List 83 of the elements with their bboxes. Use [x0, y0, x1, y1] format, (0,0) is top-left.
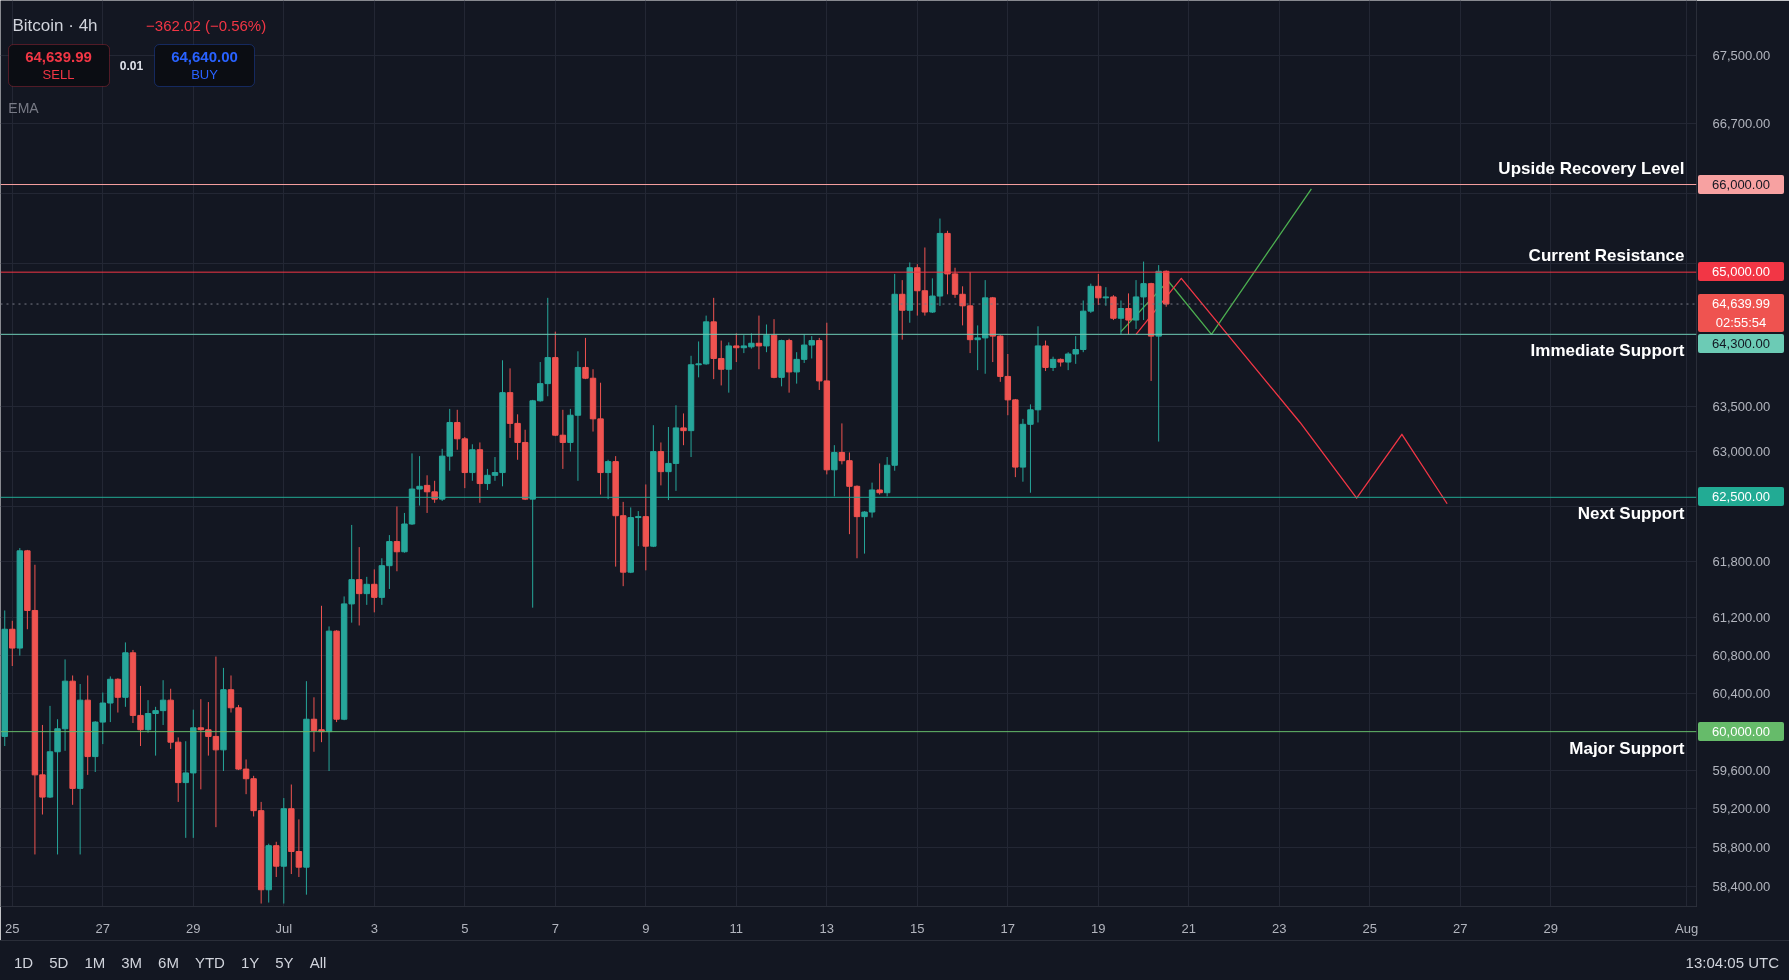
x-tick-label: 7 [551, 920, 559, 936]
candlestick [1042, 340, 1049, 372]
ref-line-label: Immediate Support [1530, 341, 1685, 361]
annotation: 02:55:54 [1714, 314, 1768, 332]
candlestick [763, 324, 770, 353]
text: 5D [49, 953, 69, 973]
candlestick [371, 568, 378, 613]
x-tick-label: 3 [370, 920, 378, 936]
text: 1Y [240, 953, 260, 973]
x-tick-label: Aug [1675, 920, 1699, 936]
candlestick [899, 279, 906, 341]
ref-line-label: Next Support [1577, 504, 1685, 524]
annotation: 64,639.99 [25, 47, 92, 65]
y-tick-label: 60,400.00 [1712, 686, 1771, 702]
y-tick-label: 67,500.00 [1712, 48, 1771, 64]
x-tick-label: 29 [1543, 920, 1559, 936]
x-tick-label: 11 [729, 920, 744, 936]
annotation: 0.01 [119, 59, 144, 73]
x-tick-label: 27 [1453, 920, 1468, 936]
x-tick-label: 25 [5, 920, 20, 936]
candlestick [755, 315, 763, 370]
x-tick-label: 21 [1181, 920, 1197, 936]
text: 5Y [275, 953, 294, 973]
text: 1D [14, 953, 34, 973]
candlestick [393, 506, 401, 572]
y-tick-label: 63,000.00 [1712, 444, 1771, 460]
text: −362.02 (−0.56%) [146, 17, 267, 34]
x-tick-label: 9 [642, 920, 650, 936]
text: All [309, 953, 327, 973]
x-tick-label: 23 [1272, 920, 1287, 936]
text: 6M [158, 953, 179, 973]
candlestick [273, 841, 280, 878]
candlestick [1110, 294, 1117, 321]
annotation: 60,000.00 [1698, 721, 1784, 741]
annotation: EMA [8, 99, 40, 116]
x-tick-label: 17 [1000, 920, 1016, 936]
candlestick [114, 677, 122, 714]
candlestick [1102, 286, 1110, 307]
candlestick [876, 462, 883, 496]
annotation: 64,300.00 [1698, 334, 1784, 353]
annotation: 66,000.00 [1698, 174, 1784, 194]
x-tick-label: 19 [1091, 920, 1106, 936]
text: 1M [84, 953, 106, 973]
x-tick-label: 15 [910, 920, 925, 936]
candlestick [657, 441, 665, 486]
candlestick [1095, 273, 1102, 306]
y-tick-label: 59,200.00 [1712, 801, 1771, 817]
candlestick [680, 412, 687, 446]
ref-line-label: Major Support [1569, 738, 1685, 758]
ref-line-label: Current Resistance [1528, 246, 1685, 266]
y-tick-label: 58,400.00 [1712, 879, 1771, 895]
y-tick-label: 60,800.00 [1712, 648, 1771, 664]
annotation: 62,500.00 [1698, 487, 1784, 507]
annotation: 65,000.00 [1698, 262, 1784, 282]
x-tick-label: 13 [819, 920, 835, 936]
y-tick-label: 63,500.00 [1712, 398, 1771, 414]
candlestick [363, 576, 370, 606]
y-tick-label: 58,800.00 [1712, 840, 1771, 856]
candlestick [9, 620, 16, 667]
y-tick-label: 61,800.00 [1712, 554, 1771, 570]
text: Bitcoin · 4h [12, 16, 98, 35]
candlestick [1125, 292, 1132, 335]
text: 13:04:05 UTC [1685, 953, 1779, 973]
x-tick-label: 5 [461, 920, 469, 936]
x-tick-label: 29 [186, 920, 201, 936]
candlestick [1117, 299, 1125, 335]
x-tick-label: Jul [275, 920, 293, 936]
candlestick [469, 443, 476, 482]
y-tick-label: 59,600.00 [1712, 762, 1771, 778]
y-tick-label: 61,200.00 [1712, 610, 1771, 626]
x-tick-label: 27 [95, 920, 111, 936]
text: YTD [194, 953, 225, 973]
ref-line-label: Upside Recovery Level [1498, 158, 1685, 178]
candlestick [356, 546, 363, 626]
annotation: 64,640.00 [171, 47, 238, 65]
candlestick [733, 332, 740, 363]
candlestick [725, 341, 732, 394]
x-tick-label: 25 [1362, 920, 1378, 936]
annotation: SELL [42, 67, 75, 82]
y-tick-label: 66,700.00 [1712, 116, 1771, 132]
text: 3M [121, 953, 143, 973]
annotation: BUY [191, 67, 219, 82]
annotation: 64,639.99 [1711, 295, 1771, 313]
